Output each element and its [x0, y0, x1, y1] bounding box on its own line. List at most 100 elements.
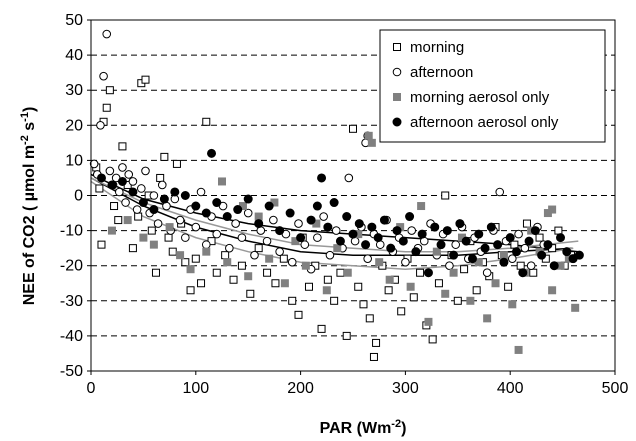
data-point [335, 236, 345, 246]
data-point [323, 222, 333, 232]
data-point [225, 243, 234, 253]
data-point [246, 289, 255, 298]
y-tick-label: 50 [65, 12, 83, 29]
data-point [323, 275, 332, 284]
data-point [229, 275, 238, 284]
data-point [218, 177, 226, 186]
legend-label: afternoon [410, 64, 473, 81]
data-point [294, 310, 303, 319]
legend-label: morning aerosol only [410, 89, 550, 106]
data-point [201, 208, 211, 218]
data-point [354, 219, 364, 229]
x-tick-label: 200 [287, 380, 314, 397]
data-point [524, 236, 534, 246]
data-point [526, 261, 536, 271]
data-point [118, 163, 127, 172]
data-point [222, 212, 232, 222]
data-point [514, 345, 523, 354]
data-point [107, 180, 117, 190]
data-point [423, 268, 433, 278]
data-point [165, 223, 174, 232]
x-tick-label: 0 [87, 380, 96, 397]
data-point [271, 279, 280, 288]
data-point [123, 216, 132, 225]
data-point [287, 257, 297, 267]
data-point [495, 187, 505, 197]
data-point [483, 314, 492, 323]
data-point [441, 191, 450, 200]
data-point [397, 307, 406, 316]
data-point [372, 338, 381, 347]
x-tick-label: 100 [182, 380, 209, 397]
data-point [499, 257, 509, 267]
data-point [530, 226, 540, 236]
x-tick-label: 400 [497, 380, 524, 397]
data-point [373, 233, 383, 243]
data-point [367, 222, 377, 232]
data-point [548, 286, 557, 295]
data-point [434, 279, 443, 288]
data-point [474, 229, 484, 239]
data-point [243, 208, 253, 218]
data-point [451, 240, 461, 249]
data-point [99, 71, 108, 81]
y-axis-ticks: 50 40 30 20 10 0 -10 -20 -30 -40 -50 [60, 12, 91, 380]
data-point [233, 205, 243, 215]
data-point [181, 258, 190, 267]
data-point [472, 286, 481, 295]
legend-marker [393, 43, 401, 51]
data-point [343, 268, 352, 277]
data-point [275, 247, 284, 256]
data-point [529, 268, 538, 277]
x-tick-label: 500 [602, 380, 629, 397]
data-point [398, 236, 408, 246]
data-point [264, 201, 274, 211]
data-point [411, 247, 421, 257]
data-point [294, 219, 303, 228]
data-point [128, 177, 138, 186]
data-point [486, 222, 496, 232]
data-point [520, 243, 530, 253]
data-point [336, 268, 345, 277]
legend-label: morning [410, 39, 464, 56]
data-point [562, 247, 572, 257]
data-point [449, 250, 459, 260]
data-point [147, 226, 156, 235]
data-point [124, 170, 134, 179]
data-point [170, 187, 180, 197]
data-point [279, 254, 288, 263]
y-tick-label: 40 [65, 47, 83, 64]
data-point [89, 159, 99, 169]
data-point [304, 282, 313, 291]
x-axis-title: PAR (Wm-2) [320, 418, 407, 437]
data-point [97, 240, 106, 249]
data-point [428, 335, 437, 344]
data-point [121, 198, 130, 207]
y-tick-label: 0 [74, 188, 83, 205]
data-point [436, 240, 446, 250]
data-point [330, 296, 339, 305]
data-point [511, 247, 521, 257]
legend-marker [392, 67, 402, 77]
y-axis-title: NEE of CO2 ( µmol m-2 s-1) [19, 107, 38, 306]
data-point [285, 208, 295, 218]
data-point [480, 243, 490, 253]
data-point [367, 138, 376, 147]
data-point [265, 254, 274, 263]
data-point [139, 233, 148, 242]
series-afternoon-aerosol-only [96, 148, 584, 278]
y-tick-label: -10 [60, 223, 83, 240]
data-point [554, 226, 563, 235]
data-point [212, 229, 222, 239]
data-point [510, 240, 519, 249]
y-tick-label: 10 [65, 152, 83, 169]
data-point [149, 191, 159, 200]
data-point [96, 121, 105, 130]
legend: morning afternoon morning aerosol only afte… [379, 29, 606, 143]
data-point [296, 233, 306, 243]
data-point [300, 240, 310, 249]
data-point [212, 198, 222, 208]
data-point [449, 268, 458, 277]
data-point [243, 194, 253, 204]
data-point [201, 240, 211, 249]
